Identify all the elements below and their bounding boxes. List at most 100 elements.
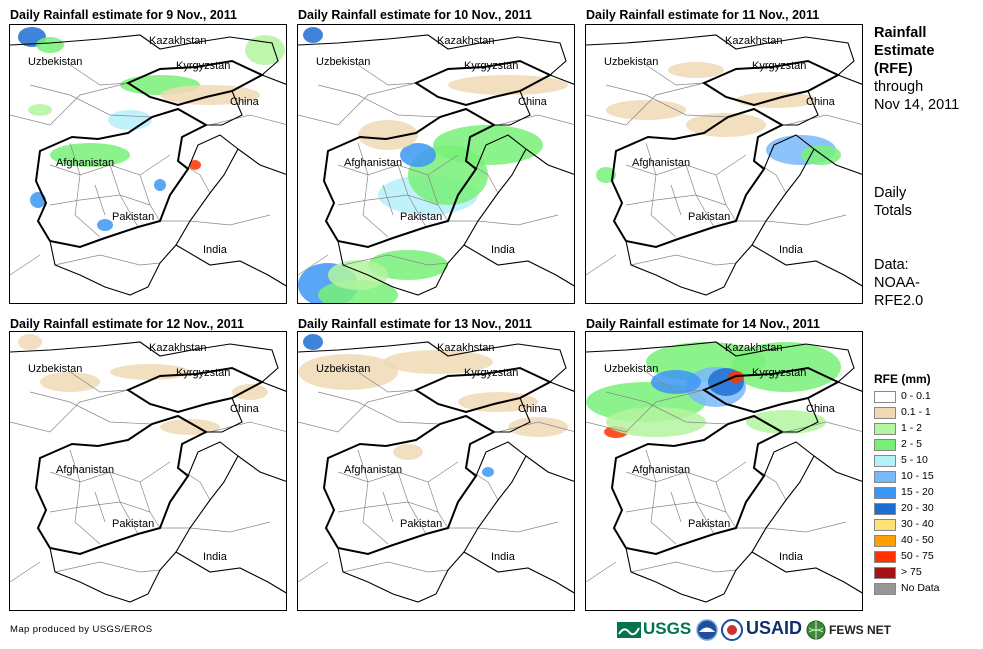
legend-label: 0 - 0.1	[901, 390, 931, 402]
country-border-chi	[782, 381, 862, 433]
map-label-afghanistan: Afghanistan	[56, 157, 115, 169]
map-label-kyrgyzstan: Kyrgyzstan	[464, 60, 519, 72]
fewsnet-globe-icon	[806, 620, 826, 640]
rainfall-area	[596, 167, 616, 183]
sidebar-daily-totals: Daily Totals	[874, 184, 912, 220]
country-border-chi	[494, 74, 574, 126]
legend-swatch	[874, 535, 896, 547]
map-label-uzbekistan: Uzbekistan	[316, 363, 371, 375]
sidebar-data-line3: RFE2.0	[874, 293, 924, 309]
province-border	[29, 84, 153, 118]
legend-swatch	[874, 503, 896, 515]
rainfall-area	[606, 407, 706, 437]
province-border	[645, 449, 677, 545]
legend-swatch	[874, 407, 896, 419]
map-label-afghanistan: Afghanistan	[344, 157, 403, 169]
rainfall-area	[383, 350, 493, 374]
rainfall-area	[668, 62, 724, 78]
usaid-logo-text: USAID	[746, 618, 803, 638]
province-border	[209, 421, 286, 433]
rainfall-area	[433, 125, 543, 165]
province-border	[586, 389, 705, 433]
map-label-china: China	[806, 96, 835, 108]
country-border-ind	[463, 455, 574, 594]
province-border	[586, 561, 617, 583]
panel-title-nov9: Daily Rainfall estimate for 9 Nov., 2011	[10, 8, 237, 22]
province-border	[342, 561, 449, 573]
legend-label: 15 - 20	[901, 486, 934, 498]
map-label-india: India	[203, 244, 227, 256]
map-label-kazakhstan: Kazakhstan	[725, 342, 783, 354]
province-border	[605, 391, 729, 425]
map-label-india: India	[203, 551, 227, 563]
map-label-afghanistan: Afghanistan	[632, 464, 691, 476]
usgs-logo-text: USGS	[643, 619, 692, 638]
legend-swatch	[874, 391, 896, 403]
map-nov11: Kazakhstan Uzbekistan Kyrgyzstan China Afgha…	[585, 24, 863, 304]
province-border	[209, 114, 286, 126]
province-border	[645, 371, 705, 393]
province-border	[765, 214, 847, 226]
map-label-pakistan: Pakistan	[112, 518, 155, 530]
province-border	[497, 421, 574, 433]
map-canvas	[298, 27, 574, 303]
map-label-pakistan: Pakistan	[112, 211, 155, 223]
province-border	[630, 561, 737, 573]
rainfall-area	[18, 334, 42, 350]
country-border-afg	[34, 107, 209, 249]
map-label-china: China	[230, 96, 259, 108]
province-border	[298, 82, 417, 126]
map-nov13: Kazakhstan Uzbekistan Kyrgyzstan China Afgha…	[297, 331, 575, 611]
map-canvas	[10, 334, 286, 603]
legend-label: 50 - 75	[901, 550, 934, 562]
legend-label: 20 - 30	[901, 502, 934, 514]
province-border	[765, 521, 847, 533]
province-border	[94, 491, 106, 523]
noaa-logo-icon	[696, 619, 718, 641]
rainfall-area	[97, 219, 113, 231]
sidebar-daily-line1: Daily	[874, 185, 907, 201]
map-nov10: Kazakhstan Uzbekistan Kyrgyzstan China Afgha…	[297, 24, 575, 304]
rainfall-area	[154, 179, 166, 191]
country-border-afg	[34, 414, 209, 556]
map-label-india: India	[491, 244, 515, 256]
map-label-uzbekistan: Uzbekistan	[28, 56, 83, 68]
legend-title: RFE (mm)	[874, 372, 931, 386]
legend-label: 30 - 40	[901, 518, 934, 530]
legend-label: 5 - 10	[901, 454, 928, 466]
map-label-china: China	[806, 403, 835, 415]
rainfall-area	[298, 354, 398, 390]
province-border	[189, 521, 271, 533]
map-label-uzbekistan: Uzbekistan	[604, 363, 659, 375]
province-border	[357, 142, 389, 238]
province-border	[317, 84, 441, 118]
province-border	[630, 254, 737, 266]
province-border	[342, 254, 449, 266]
rainfall-area	[50, 143, 130, 167]
sidebar-data-line1: Data:	[874, 257, 909, 273]
map-label-kazakhstan: Kazakhstan	[149, 35, 207, 47]
rainfall-area	[606, 100, 686, 120]
panel-title-nov13: Daily Rainfall estimate for 13 Nov., 201…	[298, 317, 532, 331]
legend-swatch	[874, 583, 896, 595]
map-label-china: China	[518, 403, 547, 415]
province-border	[94, 184, 106, 216]
sidebar-title: Rainfall Estimate (RFE) through Nov 14, …	[874, 24, 959, 114]
map-label-india: India	[779, 244, 803, 256]
rainfall-area	[801, 145, 841, 165]
panel-title-nov12: Daily Rainfall estimate for 12 Nov., 201…	[10, 317, 244, 331]
map-credit: Map produced by USGS/EROS	[10, 624, 153, 635]
map-label-kazakhstan: Kazakhstan	[437, 35, 495, 47]
province-border	[69, 371, 129, 393]
country-border-kaz	[586, 34, 855, 84]
legend-swatch	[874, 439, 896, 451]
fewsnet-logo-text: FEWS NET	[829, 623, 891, 637]
rainfall-area	[245, 35, 285, 65]
province-border	[189, 214, 271, 226]
map-canvas	[298, 334, 574, 603]
partner-logos: USGS USAID FEWS NET	[617, 616, 891, 644]
sidebar-data-source: Data: NOAA- RFE2.0	[874, 256, 923, 310]
province-border	[382, 184, 394, 216]
province-border	[10, 82, 129, 126]
rainfall-area	[303, 334, 323, 350]
